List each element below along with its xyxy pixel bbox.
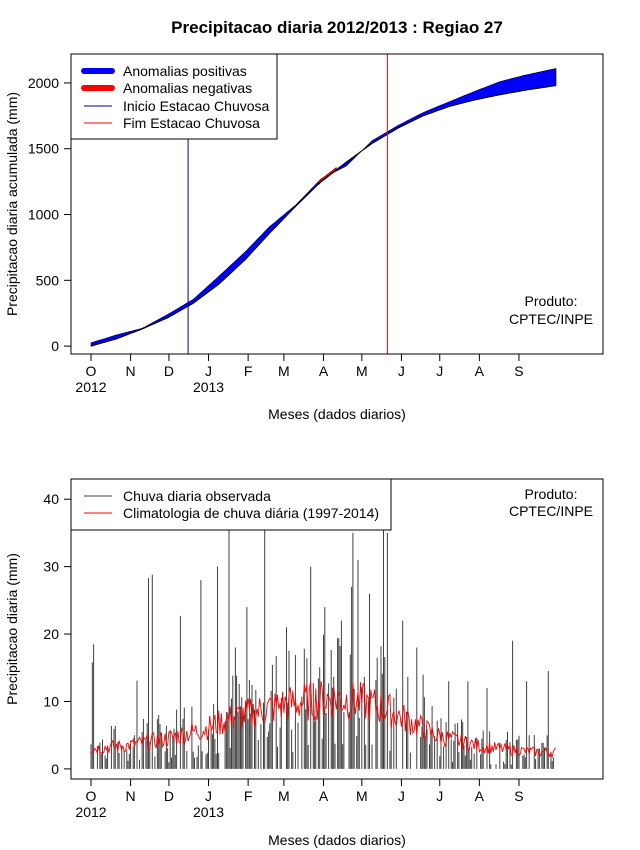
daily-x-tick-label: N: [126, 788, 136, 804]
daily-x-axis: O N D J F M A M J J A S 2012 2013: [75, 778, 524, 820]
cumulative-plot-area: [90, 54, 557, 354]
legend-label-season-start: Inicio Estacao Chuvosa: [123, 98, 270, 114]
legend-label-negative-anomaly: Anomalias negativas: [123, 80, 252, 96]
daily-product-label: Produto:: [525, 486, 578, 502]
cumulative-x-tick-label: N: [126, 363, 136, 379]
cumulative-x-axis: O N D J F M A M J J A S 2012 2013: [75, 353, 524, 395]
daily-x-tick-label: A: [475, 788, 485, 804]
daily-x-tick-label: S: [514, 788, 523, 804]
daily-y-tick-label: 30: [43, 559, 59, 575]
cumulative-x-tick-label: F: [244, 363, 253, 379]
daily-x-tick-label: J: [436, 788, 443, 804]
daily-x-tick-label: J: [398, 788, 405, 804]
daily-plot-area: [90, 526, 557, 769]
cumulative-product-label: Produto:: [525, 293, 578, 309]
daily-legend-box: [70, 478, 392, 531]
daily-x-tick-label: A: [319, 788, 329, 804]
daily-y-axis-label: Precipitacao diaria (mm): [4, 553, 20, 705]
cumulative-y-axis-label: Precipitacao diaria acumulada (mm): [4, 92, 20, 316]
daily-legend: Chuva diaria observada Climatologia de c…: [70, 478, 392, 531]
legend-label-season-end: Fim Estacao Chuvosa: [123, 115, 260, 131]
daily-y-tick-label: 20: [43, 626, 59, 642]
cumulative-x-tick-label: A: [475, 363, 485, 379]
cumulative-year-label: 2012: [75, 379, 106, 395]
cumulative-y-tick-label: 1500: [28, 141, 59, 157]
cumulative-x-tick-label: M: [356, 363, 368, 379]
cumulative-y-tick-label: 1000: [28, 207, 59, 223]
cumulative-legend: Anomalias positivas Anomalias negativas …: [70, 53, 278, 140]
cumulative-y-tick-label: 0: [51, 338, 59, 354]
legend-label-positive-anomaly: Anomalias positivas: [123, 63, 247, 79]
legend-label-climatology: Climatologia de chuva diária (1997-2014): [123, 505, 379, 521]
cumulative-x-tick-label: J: [398, 363, 405, 379]
cumulative-x-axis-label: Meses (dados diarios): [268, 406, 406, 422]
daily-x-tick-label: O: [86, 788, 97, 804]
cumulative-x-tick-label: J: [205, 363, 212, 379]
daily-x-tick-label: M: [356, 788, 368, 804]
daily-x-tick-label: D: [164, 788, 174, 804]
daily-y-axis: 0 10 20 30 40: [43, 491, 72, 777]
cumulative-x-tick-label: S: [514, 363, 523, 379]
cumulative-x-tick-label: D: [164, 363, 174, 379]
daily-x-tick-label: J: [205, 788, 212, 804]
cumulative-x-tick-label: A: [319, 363, 329, 379]
chart-title: Precipitacao diaria 2012/2013 : Regiao 2…: [171, 18, 503, 37]
daily-year-label: 2012: [75, 804, 106, 820]
climatology-daily-line: [90, 681, 557, 759]
daily-year-label: 2013: [193, 804, 224, 820]
climatology-cumulative-line: [90, 85, 557, 347]
cumulative-y-tick-label: 500: [36, 272, 60, 288]
daily-x-tick-label: M: [278, 788, 290, 804]
cumulative-x-tick-label: M: [278, 363, 290, 379]
cumulative-year-label: 2013: [193, 379, 224, 395]
cumulative-x-tick-label: O: [86, 363, 97, 379]
daily-y-tick-label: 0: [51, 761, 59, 777]
cumulative-x-tick-label: J: [436, 363, 443, 379]
cumulative-y-tick-label: 2000: [28, 75, 59, 91]
daily-y-tick-label: 40: [43, 491, 59, 507]
legend-label-observed-rain: Chuva diaria observada: [123, 488, 271, 504]
cumulative-product-name: CPTEC/INPE: [509, 311, 593, 327]
cumulative-y-axis: 0 500 1000 1500 2000: [28, 75, 72, 354]
daily-x-axis-label: Meses (dados diarios): [268, 832, 406, 848]
daily-product-name: CPTEC/INPE: [509, 503, 593, 519]
daily-x-tick-label: F: [244, 788, 253, 804]
daily-y-tick-label: 10: [43, 693, 59, 709]
